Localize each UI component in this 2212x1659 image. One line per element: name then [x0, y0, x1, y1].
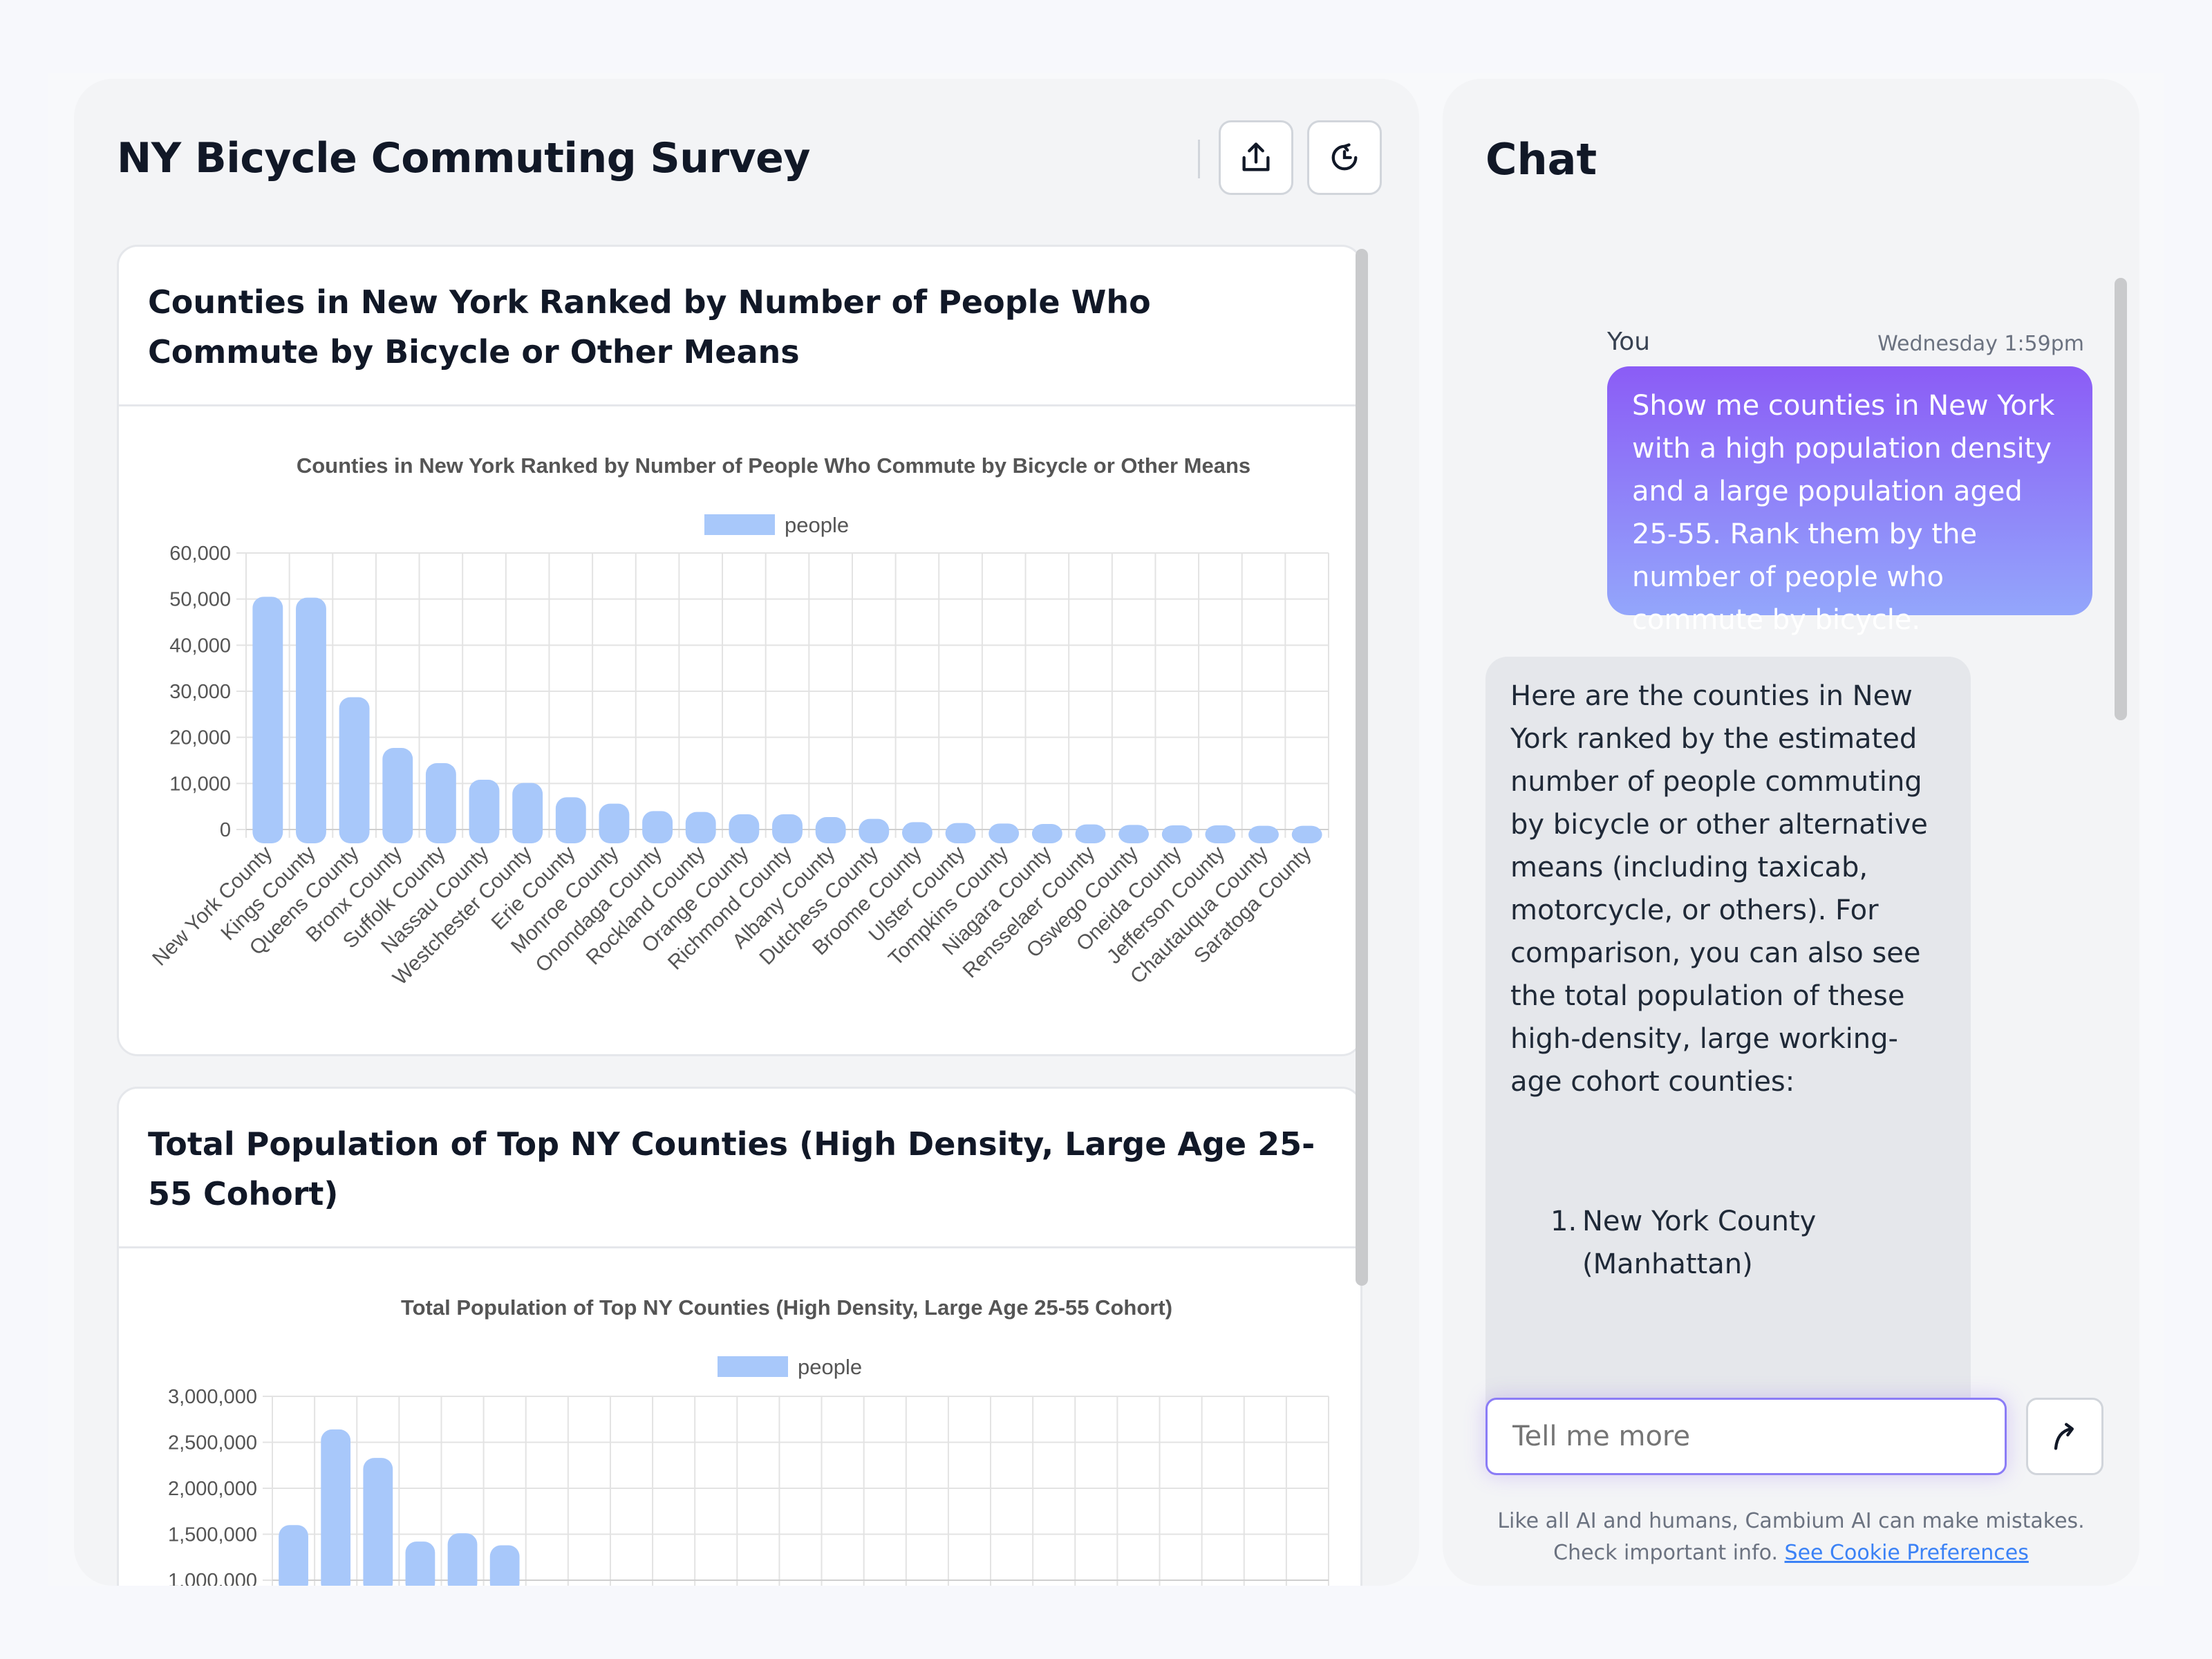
send-button[interactable] [2026, 1398, 2103, 1475]
chat-input[interactable] [1485, 1398, 2007, 1475]
bar [321, 1429, 351, 1586]
bar [815, 817, 846, 843]
bar [1291, 825, 1322, 843]
history-button[interactable] [1307, 120, 1382, 195]
assistant-list: 1. New York County (Manhattan) [1510, 1200, 1946, 1286]
disclaimer: Like all AI and humans, Cambium AI can m… [1470, 1506, 2112, 1569]
cookie-preferences-link[interactable]: See Cookie Preferences [1784, 1541, 2029, 1565]
chat-title: Chat [1485, 134, 1597, 185]
bar [642, 811, 673, 843]
bar [405, 1541, 435, 1586]
bar [685, 812, 716, 843]
bar-chart-total-population: Total Population of Top NY Counties (Hig… [168, 1295, 1329, 1586]
bar [296, 597, 326, 843]
send-arrow-icon [2054, 1423, 2074, 1450]
y-tick-label: 20,000 [169, 727, 231, 749]
bar [339, 697, 370, 843]
legend-swatch [718, 1356, 788, 1377]
bar [945, 823, 976, 843]
bar [512, 782, 543, 843]
y-tick-label: 1,000,000 [168, 1570, 257, 1586]
bar [599, 803, 630, 843]
bar [425, 763, 456, 843]
app-window: NY Bicycle Commuting Survey Counties in … [48, 73, 2164, 1586]
bar-chart-bicycle-commuters: Counties in New York Ranked by Number of… [148, 453, 1329, 990]
bar [988, 823, 1020, 843]
chart-card-bicycle: Counties in New York Ranked by Number of… [117, 245, 1362, 1056]
legend-swatch [704, 514, 775, 535]
legend-label: people [785, 513, 849, 537]
chat-panel: Chat You Wednesday 1:59pm Show me counti… [1443, 79, 2139, 1586]
bar [489, 1545, 520, 1586]
y-tick-label: 3,000,000 [168, 1386, 257, 1408]
chat-scrollbar[interactable] [2115, 278, 2127, 720]
charts-scroll-area[interactable]: Counties in New York Ranked by Number of… [117, 245, 1368, 1586]
bar [447, 1533, 478, 1586]
card-heading: Counties in New York Ranked by Number of… [119, 247, 1360, 406]
dashboard-panel: NY Bicycle Commuting Survey Counties in … [74, 79, 1419, 1586]
chart-title: Counties in New York Ranked by Number of… [297, 453, 1250, 478]
y-tick-label: 40,000 [169, 635, 231, 657]
y-tick-label: 1,500,000 [168, 1524, 257, 1546]
bar [252, 597, 283, 843]
bar [1161, 825, 1192, 843]
toolbar-divider [1198, 140, 1200, 178]
page-title: NY Bicycle Commuting Survey [117, 134, 810, 182]
bar [555, 797, 586, 843]
chart-title: Total Population of Top NY Counties (Hig… [401, 1295, 1172, 1320]
y-tick-label: 10,000 [169, 773, 231, 795]
assistant-message-bubble: Here are the counties in New York ranked… [1485, 657, 1971, 1420]
bar [363, 1458, 393, 1586]
bar [859, 818, 890, 843]
y-tick-label: 2,500,000 [168, 1432, 257, 1454]
scrollbar[interactable] [1356, 249, 1368, 1286]
upload-icon [1242, 142, 1270, 171]
bar [469, 780, 500, 843]
user-message-bubble: Show me counties in New York with a high… [1607, 366, 2092, 636]
bar [901, 822, 932, 843]
card-heading: Total Population of Top NY Counties (Hig… [119, 1089, 1360, 1248]
message-author: You [1607, 328, 1651, 356]
bar [279, 1525, 308, 1586]
bar [1031, 824, 1062, 843]
bar [1075, 824, 1106, 843]
bar [1118, 825, 1150, 843]
bar [382, 748, 413, 843]
y-tick-label: 0 [220, 819, 231, 841]
bar [1205, 825, 1236, 843]
y-tick-label: 30,000 [169, 681, 231, 703]
list-item-number: 1. [1550, 1206, 1577, 1237]
list-item: New York County (Manhattan) [1582, 1206, 1817, 1280]
assistant-message-text: Here are the counties in New York ranked… [1510, 680, 1928, 1098]
bar [729, 814, 760, 843]
chart-card-population: Total Population of Top NY Counties (Hig… [117, 1087, 1362, 1586]
y-tick-label: 2,000,000 [168, 1478, 257, 1500]
disclaimer-text: Like all AI and humans, Cambium AI can m… [1497, 1509, 2085, 1565]
bar [1248, 825, 1279, 843]
bar [772, 814, 803, 843]
y-tick-label: 50,000 [169, 589, 231, 611]
chat-messages[interactable]: You Wednesday 1:59pm Show me counties in… [1443, 245, 2139, 1420]
message-timestamp: Wednesday 1:59pm [1877, 332, 2084, 356]
export-button[interactable] [1219, 120, 1293, 195]
legend-label: people [798, 1355, 862, 1379]
history-icon [1331, 143, 1358, 171]
y-tick-label: 60,000 [169, 543, 231, 565]
